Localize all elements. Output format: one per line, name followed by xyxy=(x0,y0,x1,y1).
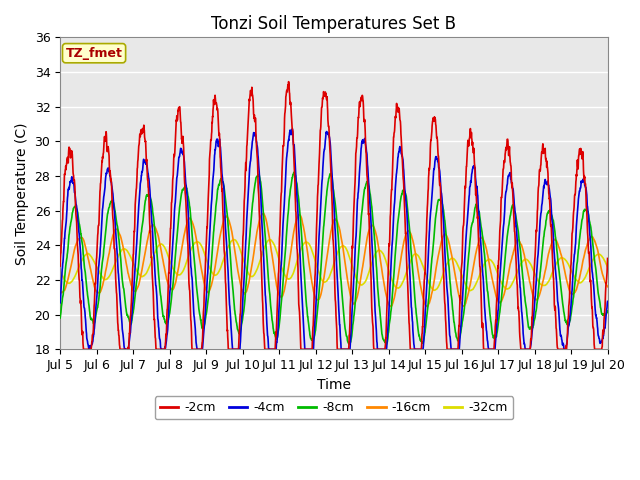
Title: Tonzi Soil Temperatures Set B: Tonzi Soil Temperatures Set B xyxy=(211,15,456,33)
Text: TZ_fmet: TZ_fmet xyxy=(66,47,122,60)
X-axis label: Time: Time xyxy=(317,378,351,392)
Legend: -2cm, -4cm, -8cm, -16cm, -32cm: -2cm, -4cm, -8cm, -16cm, -32cm xyxy=(155,396,513,419)
Y-axis label: Soil Temperature (C): Soil Temperature (C) xyxy=(15,122,29,264)
